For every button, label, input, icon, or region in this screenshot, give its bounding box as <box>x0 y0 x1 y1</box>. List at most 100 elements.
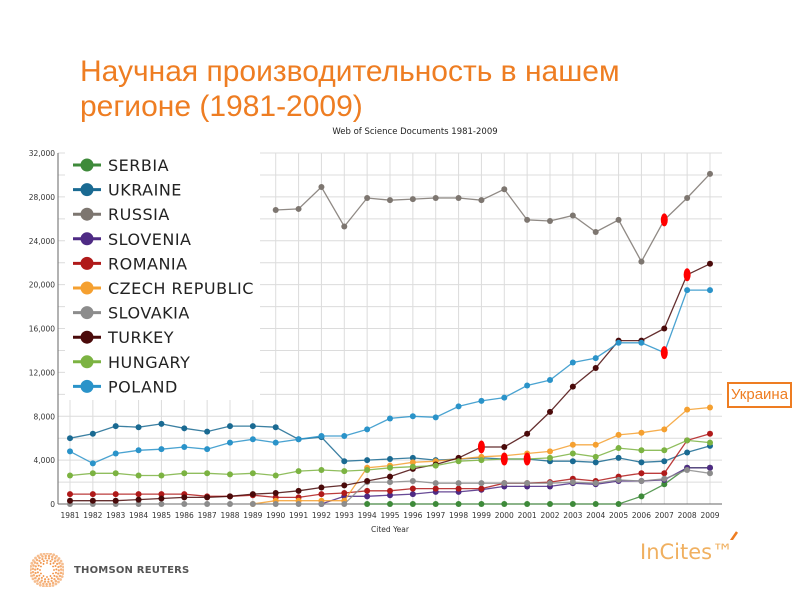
data-point <box>684 406 691 413</box>
series-russia <box>272 170 713 265</box>
sunburst-dot <box>52 562 55 565</box>
sunburst-dot <box>30 568 32 572</box>
sunburst-dot <box>56 559 59 562</box>
sunburst-dot <box>55 568 58 571</box>
series-slovakia <box>67 466 713 507</box>
data-point <box>524 480 531 487</box>
data-point <box>227 471 233 478</box>
sunburst-dot <box>32 559 35 562</box>
sunburst-dot <box>30 565 33 568</box>
legend-label: UKRAINE <box>108 181 182 200</box>
sunburst-dot <box>38 559 41 563</box>
sunburst-dot <box>53 574 56 577</box>
sunburst-dot <box>34 571 37 575</box>
sunburst-dot <box>42 584 45 587</box>
data-point <box>684 194 691 201</box>
data-point <box>135 447 142 454</box>
sunburst-dot <box>54 579 58 583</box>
data-point <box>638 258 645 265</box>
series-line <box>367 467 710 505</box>
data-point <box>592 453 599 460</box>
data-point <box>569 501 576 507</box>
sunburst-dot <box>52 572 54 575</box>
y-tick-label: 16,000 <box>29 325 55 334</box>
sunburst-dot <box>59 559 63 563</box>
sunburst-dot <box>48 582 52 586</box>
data-point <box>272 472 279 479</box>
x-tick-label: 1984 <box>129 511 148 520</box>
data-point <box>409 196 416 203</box>
sunburst-dot <box>50 579 53 583</box>
data-point <box>341 482 348 489</box>
sunburst-dot <box>37 564 40 567</box>
data-point <box>67 435 73 442</box>
data-point <box>295 468 302 475</box>
data-point <box>661 481 668 488</box>
data-point <box>295 205 302 212</box>
y-tick-label: 8,000 <box>34 412 56 421</box>
data-point <box>547 448 553 455</box>
data-point <box>707 464 713 471</box>
data-point <box>684 466 691 473</box>
data-point <box>364 466 371 473</box>
data-point <box>295 436 302 443</box>
data-point <box>569 479 576 486</box>
sunburst-dot <box>31 567 35 571</box>
ukraine-annotation: Украина <box>727 382 792 408</box>
series-line <box>275 173 711 263</box>
data-point <box>501 501 508 507</box>
data-point <box>341 223 348 230</box>
legend-item: POLAND <box>73 377 177 396</box>
data-point <box>501 443 508 450</box>
data-point <box>684 449 691 456</box>
sunburst-dot <box>61 572 64 575</box>
sunburst-dot <box>46 576 48 578</box>
sunburst-dot <box>61 562 64 566</box>
x-tick-label: 2003 <box>563 511 582 520</box>
sunburst-dot <box>55 562 59 566</box>
sunburst-dot <box>42 563 45 565</box>
data-point <box>638 339 645 346</box>
sunburst-dot <box>45 582 48 586</box>
data-point <box>432 501 439 507</box>
x-tick-label: 1989 <box>243 511 262 520</box>
legend-marker <box>80 330 94 344</box>
legend-item: SLOVENIA <box>73 230 191 249</box>
data-point <box>684 287 691 294</box>
data-point <box>249 436 256 443</box>
x-tick-label: 1985 <box>152 511 171 520</box>
y-tick-label: 28,000 <box>29 193 55 202</box>
data-point <box>547 408 553 415</box>
data-point <box>204 446 211 453</box>
legend-marker <box>80 256 94 270</box>
data-point <box>661 458 668 465</box>
sunburst-dot <box>30 561 34 565</box>
sunburst-dot <box>54 564 57 568</box>
sunburst-dot <box>54 582 58 586</box>
sunburst-dot <box>57 565 60 569</box>
sunburst-dot <box>39 581 42 584</box>
data-point <box>204 470 211 477</box>
data-point <box>409 454 416 461</box>
data-point <box>272 501 279 507</box>
data-point <box>615 445 622 452</box>
highlight-marker <box>523 452 531 466</box>
highlights <box>477 213 691 466</box>
data-point <box>478 485 485 492</box>
legend-marker <box>80 281 94 295</box>
series-slovenia <box>318 464 713 507</box>
y-tick-label: 20,000 <box>29 281 55 290</box>
data-point <box>569 441 576 448</box>
data-point <box>409 463 416 470</box>
data-point <box>569 383 576 390</box>
sunburst-dot <box>40 576 43 579</box>
legend-label: ROMANIA <box>108 254 188 273</box>
sunburst-dot <box>30 571 33 575</box>
chart: Web of Science Documents 1981-2009 0 4,00… <box>29 127 739 540</box>
data-point <box>341 468 348 475</box>
data-point <box>409 485 416 492</box>
sunburst-dot <box>35 574 39 578</box>
data-point <box>455 194 462 201</box>
data-point <box>478 397 485 404</box>
tr-sunburst-icon <box>30 553 64 587</box>
